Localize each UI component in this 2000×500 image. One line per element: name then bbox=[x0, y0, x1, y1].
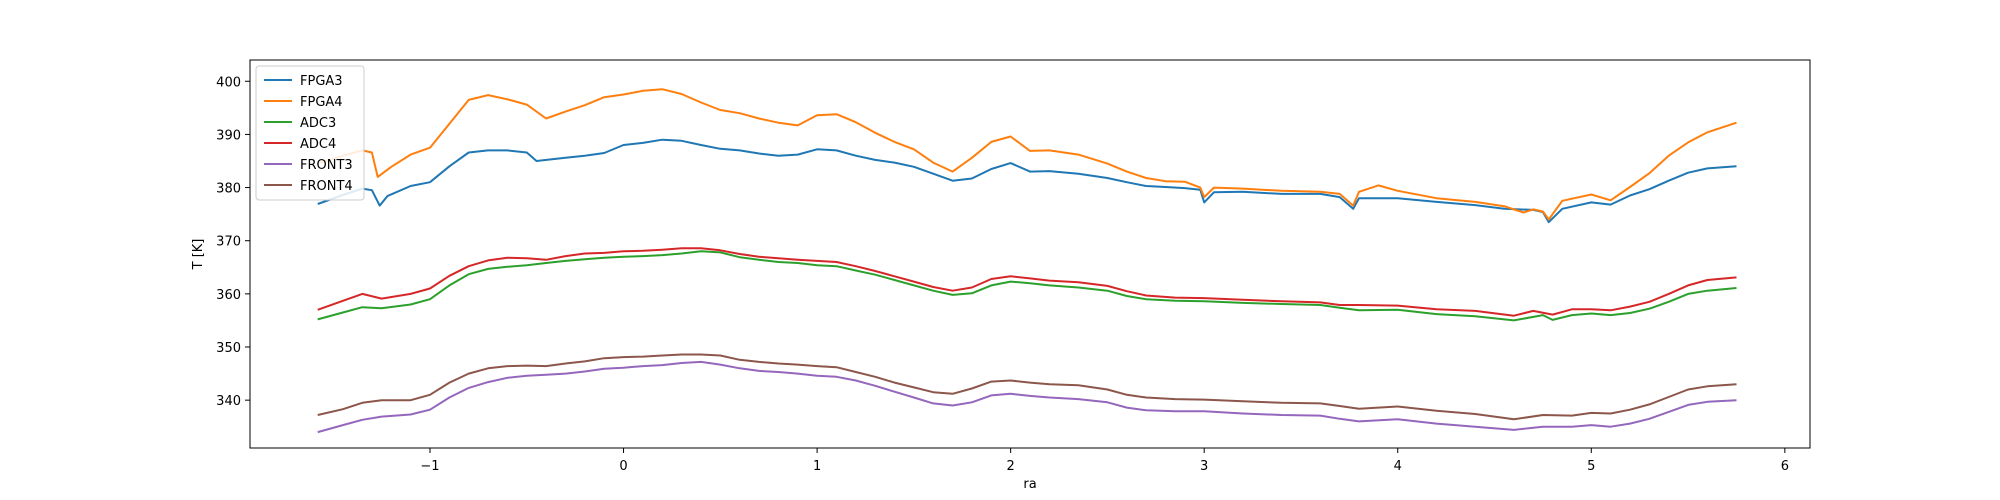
y-tick-label: 390 bbox=[216, 128, 241, 143]
y-tick-label: 380 bbox=[216, 182, 241, 197]
legend-box bbox=[255, 65, 365, 201]
y-axis-label: T [K] bbox=[191, 239, 206, 271]
x-tick-label: −1 bbox=[420, 459, 439, 474]
x-axis-label: ra bbox=[1023, 477, 1036, 492]
plot-area bbox=[317, 88, 1737, 434]
x-tick-label: 1 bbox=[813, 459, 821, 474]
legend-label-adc3: ADC3 bbox=[300, 116, 336, 131]
y-tick-label: 340 bbox=[216, 394, 241, 409]
x-tick-label: 3 bbox=[1200, 459, 1208, 474]
series-line-adc4 bbox=[317, 247, 1737, 317]
y-tick-label: 360 bbox=[216, 288, 241, 303]
series-line-front3 bbox=[317, 360, 1737, 434]
legend: FPGA3 FPGA4 ADC3 ADC4 FRONT3 FRONT4 bbox=[255, 65, 365, 201]
legend-label-adc4: ADC4 bbox=[300, 137, 336, 152]
y-tick-label: 350 bbox=[216, 341, 241, 356]
x-tick-label: 0 bbox=[619, 459, 627, 474]
legend-label-front3: FRONT3 bbox=[300, 158, 353, 173]
x-tick-label: 2 bbox=[1007, 459, 1015, 474]
x-tick-label: 5 bbox=[1587, 459, 1595, 474]
y-tick-label: 400 bbox=[216, 75, 241, 90]
x-tick-label: 6 bbox=[1781, 459, 1789, 474]
legend-label-fpga4: FPGA4 bbox=[300, 95, 343, 110]
axes-frame bbox=[249, 59, 1811, 449]
series-line-fpga4 bbox=[317, 88, 1737, 221]
series-layer bbox=[317, 88, 1737, 434]
series-line-adc3 bbox=[317, 250, 1737, 322]
x-axis: −1 0 1 2 3 4 5 6 bbox=[420, 448, 1789, 474]
legend-label-fpga3: FPGA3 bbox=[300, 74, 343, 89]
legend-label-front4: FRONT4 bbox=[300, 179, 353, 194]
series-line-front4 bbox=[317, 353, 1737, 421]
y-tick-label: 370 bbox=[216, 235, 241, 250]
x-tick-label: 4 bbox=[1394, 459, 1402, 474]
y-axis: 340 350 360 370 380 390 400 bbox=[216, 75, 250, 409]
